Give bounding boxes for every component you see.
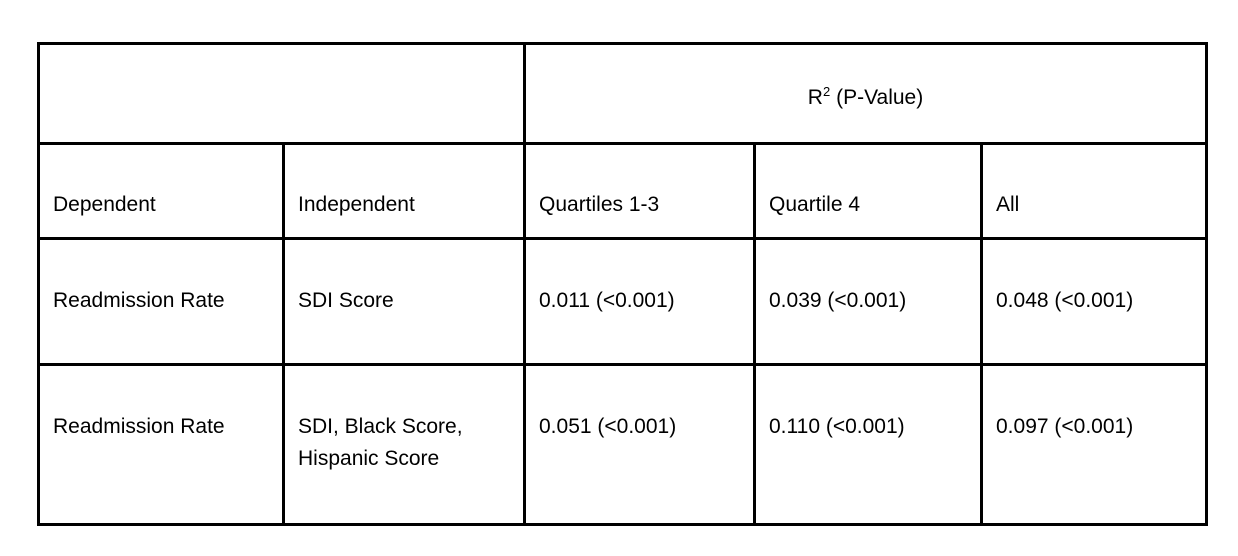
cell-quartiles-1-3-value: 0.051 (<0.001) bbox=[523, 363, 756, 526]
col-header-quartile-4: Quartile 4 bbox=[753, 142, 983, 240]
col-header-all: All bbox=[979, 142, 1209, 240]
results-table: R2 (P-Value) Dependent Independent Quarti… bbox=[37, 42, 1209, 526]
cell-all-value: 0.048 (<0.001) bbox=[979, 237, 1209, 366]
cell-dependent: Readmission Rate bbox=[37, 237, 285, 366]
col-header-dependent: Dependent bbox=[37, 142, 285, 240]
r2-pvalue-span-header: R2 (P-Value) bbox=[522, 42, 1209, 145]
cell-independent: SDI, Black Score, Hispanic Score bbox=[282, 363, 526, 526]
cell-independent: SDI Score bbox=[282, 237, 526, 366]
empty-corner bbox=[37, 42, 526, 145]
cell-all-value: 0.097 (<0.001) bbox=[979, 363, 1209, 526]
cell-dependent: Readmission Rate bbox=[37, 363, 285, 526]
table-row: Readmission Rate SDI, Black Score, Hispa… bbox=[37, 363, 1209, 526]
span-header-row: R2 (P-Value) bbox=[37, 42, 1209, 145]
cell-quartile-4-value: 0.039 (<0.001) bbox=[753, 237, 983, 366]
col-header-quartiles-1-3: Quartiles 1-3 bbox=[523, 142, 756, 240]
r2-superscript: 2 bbox=[822, 83, 831, 99]
column-header-row: Dependent Independent Quartiles 1-3 Quar… bbox=[37, 142, 1209, 240]
cell-quartile-4-value: 0.110 (<0.001) bbox=[753, 363, 983, 526]
cell-quartiles-1-3-value: 0.011 (<0.001) bbox=[523, 237, 756, 366]
table-row: Readmission Rate SDI Score 0.011 (<0.001… bbox=[37, 237, 1209, 366]
r2-base: R bbox=[807, 85, 823, 109]
r2-rest: (P-Value) bbox=[836, 85, 924, 109]
col-header-independent: Independent bbox=[282, 142, 526, 240]
